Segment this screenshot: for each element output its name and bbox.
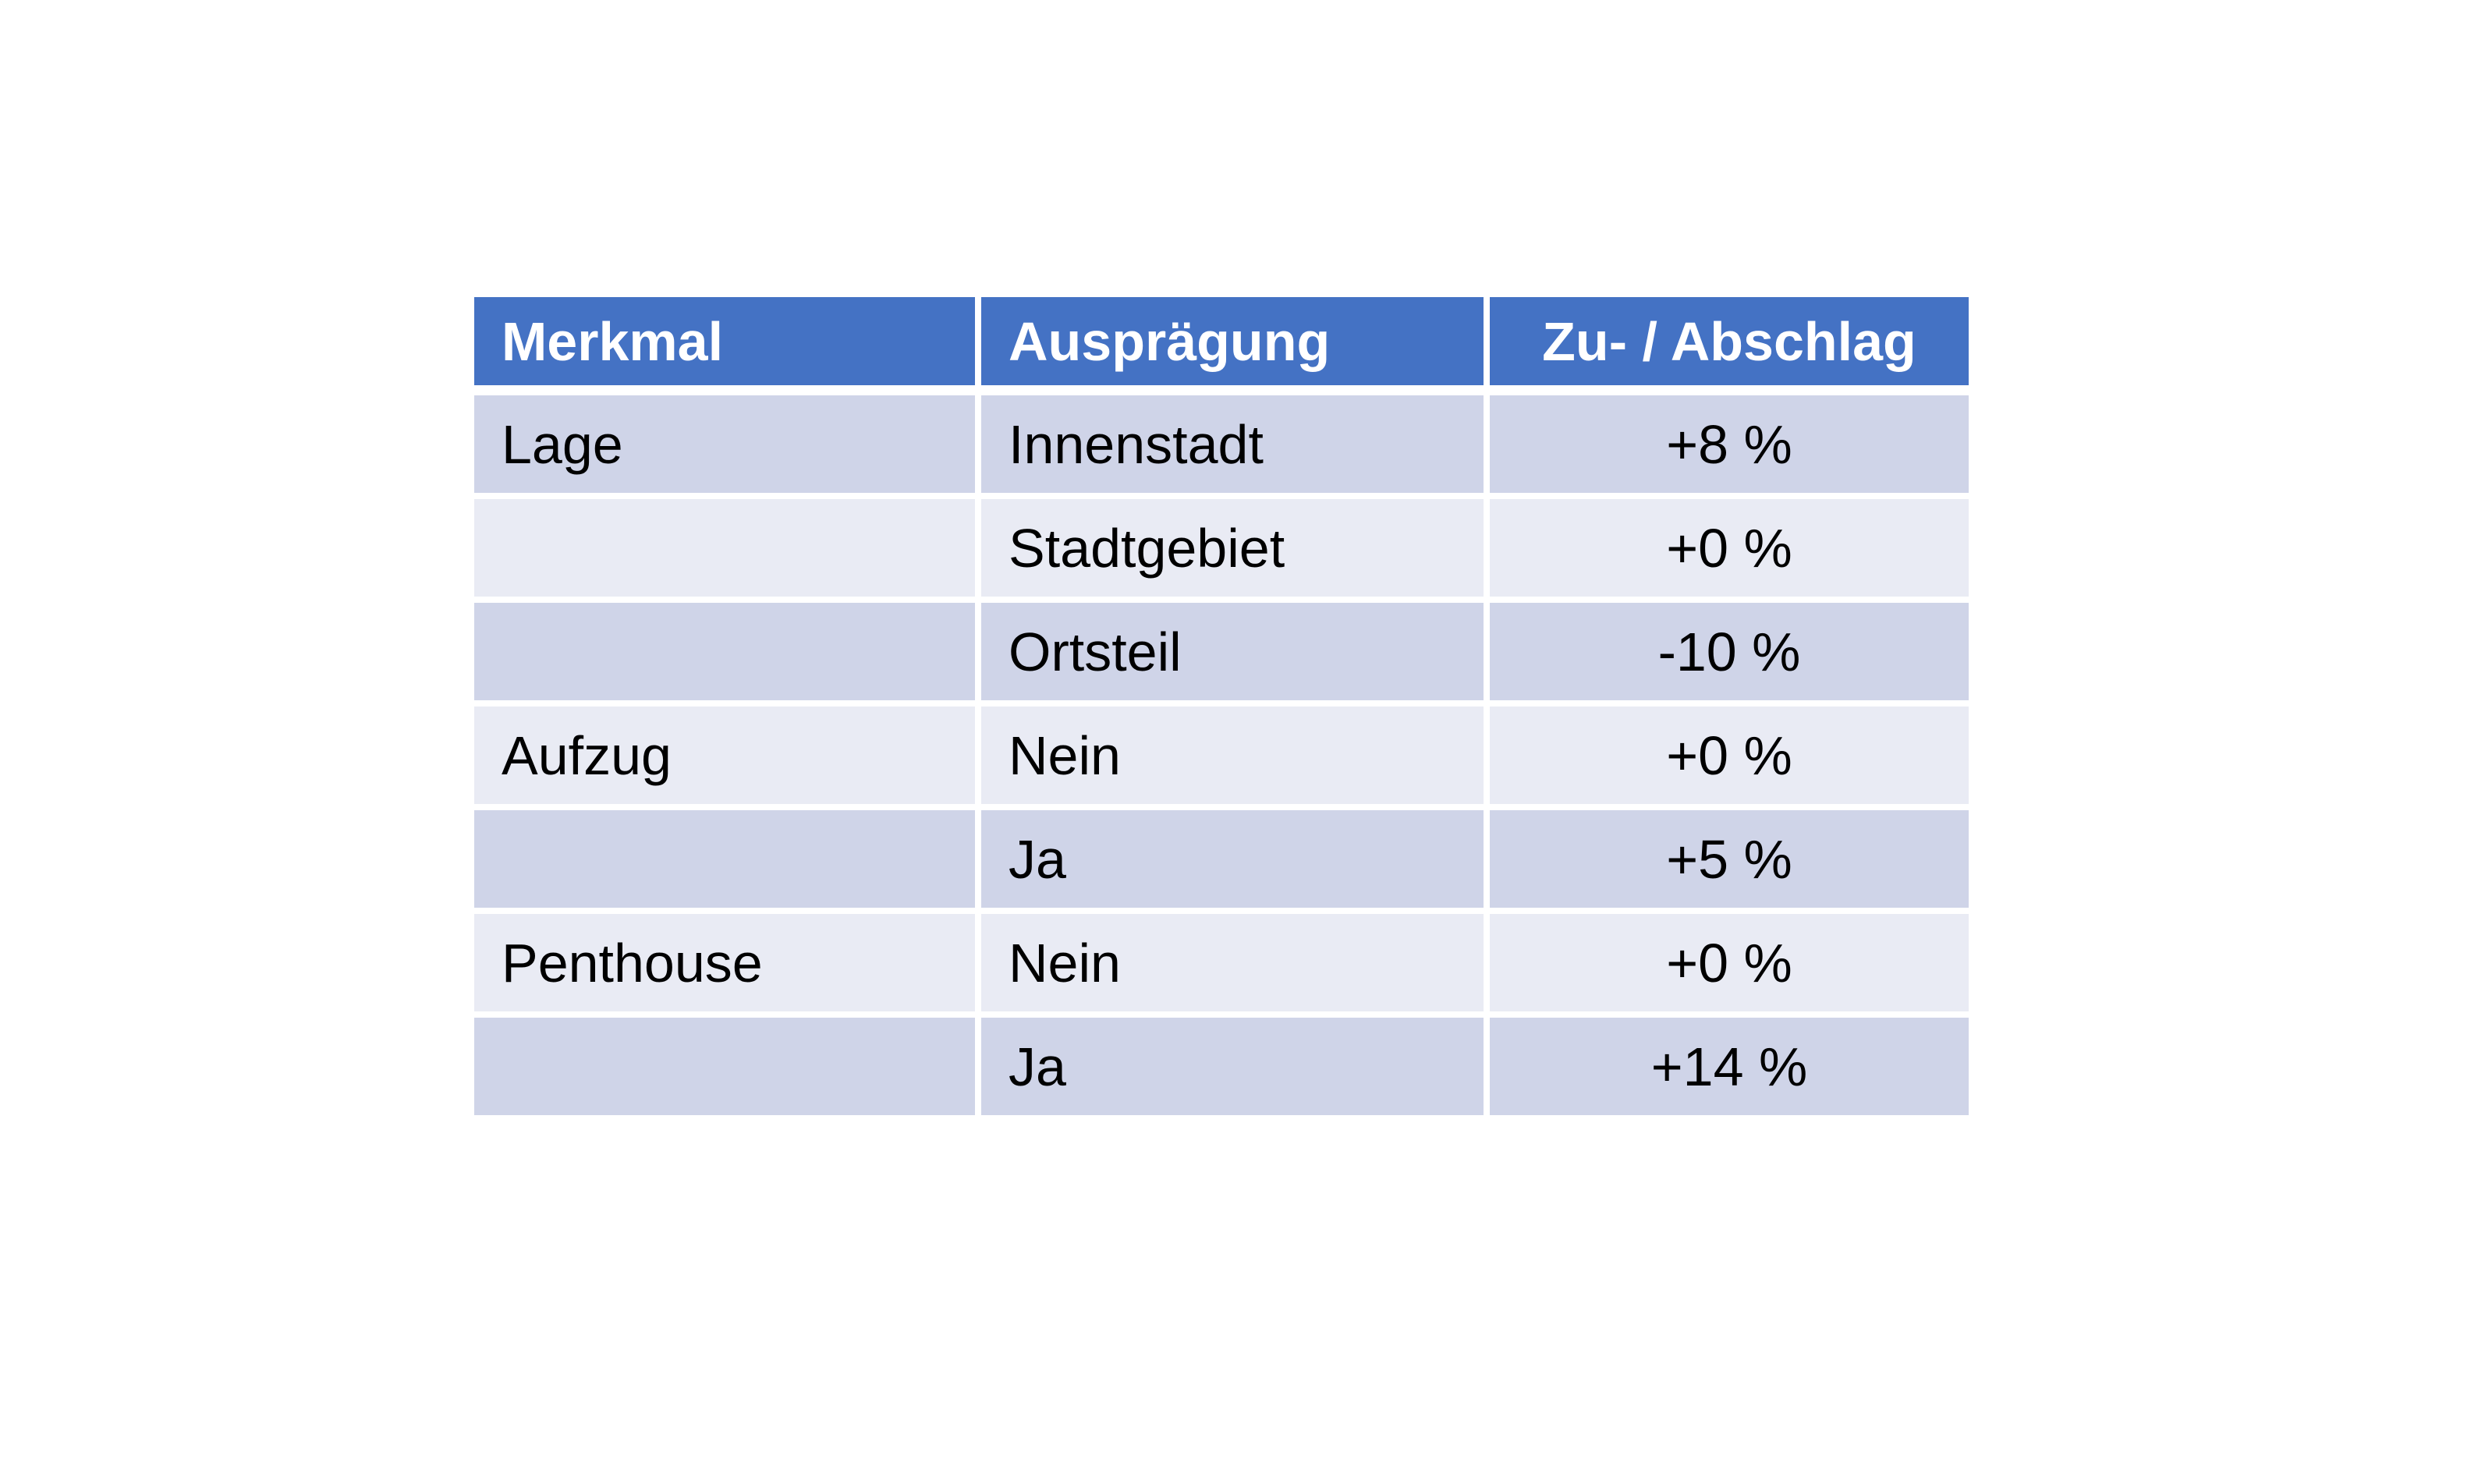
column-header-merkmal: Merkmal [474, 297, 975, 389]
cell-merkmal [474, 499, 975, 597]
cell-zu-abschlag: +8 % [1490, 395, 1969, 493]
cell-merkmal [474, 603, 975, 700]
table-header-row: Merkmal Ausprägung Zu- / Abschlag [474, 297, 1969, 389]
cell-zu-abschlag: +0 % [1490, 499, 1969, 597]
cell-auspraegung: Ortsteil [981, 603, 1484, 700]
cell-zu-abschlag: +0 % [1490, 914, 1969, 1011]
table-row: Ortsteil -10 % [474, 603, 1969, 700]
cell-auspraegung: Ja [981, 1018, 1484, 1115]
cell-merkmal [474, 1018, 975, 1115]
cell-merkmal: Penthouse [474, 914, 975, 1011]
cell-auspraegung: Nein [981, 914, 1484, 1011]
table-row: Penthouse Nein +0 % [474, 914, 1969, 1011]
table-row: Ja +5 % [474, 810, 1969, 908]
cell-zu-abschlag: +5 % [1490, 810, 1969, 908]
cell-auspraegung: Innenstadt [981, 395, 1484, 493]
cell-auspraegung: Ja [981, 810, 1484, 908]
table-row: Ja +14 % [474, 1018, 1969, 1115]
cell-auspraegung: Nein [981, 707, 1484, 804]
cell-zu-abschlag: +14 % [1490, 1018, 1969, 1115]
cell-merkmal [474, 810, 975, 908]
cell-zu-abschlag: +0 % [1490, 707, 1969, 804]
table-row: Stadtgebiet +0 % [474, 499, 1969, 597]
cell-merkmal: Lage [474, 395, 975, 493]
cell-merkmal: Aufzug [474, 707, 975, 804]
table-row: Lage Innenstadt +8 % [474, 395, 1969, 493]
column-header-zu-abschlag: Zu- / Abschlag [1490, 297, 1969, 389]
table-row: Aufzug Nein +0 % [474, 707, 1969, 804]
cell-auspraegung: Stadtgebiet [981, 499, 1484, 597]
cell-zu-abschlag: -10 % [1490, 603, 1969, 700]
surcharge-table: Merkmal Ausprägung Zu- / Abschlag Lage I… [468, 291, 1975, 1121]
column-header-auspraegung: Ausprägung [981, 297, 1484, 389]
